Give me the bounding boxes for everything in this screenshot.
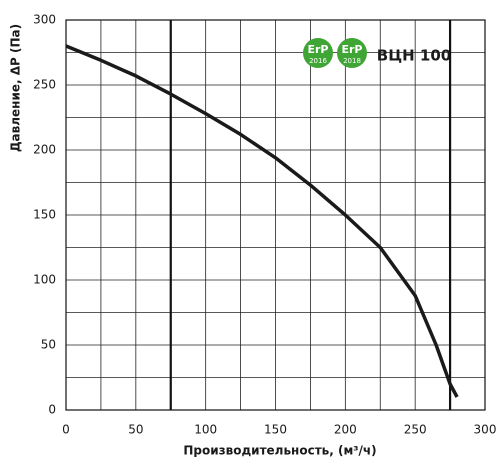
badge: [303, 38, 333, 68]
y-tick-label: 0: [48, 403, 56, 417]
badge-year: 2018: [343, 57, 361, 65]
badge-year: 2016: [309, 57, 327, 65]
x-tick-label: 100: [194, 423, 217, 437]
badge: [337, 38, 367, 68]
x-tick-label: 50: [128, 423, 143, 437]
x-tick-label: 250: [404, 423, 427, 437]
x-axis-label: Производительность, (м³/ч): [183, 444, 376, 458]
y-tick-label: 150: [33, 208, 56, 222]
y-axis-label: Давление, ΔP (Па): [9, 24, 23, 152]
x-tick-label: 0: [62, 423, 70, 437]
y-tick-label: 100: [33, 273, 56, 287]
plot-frame: [65, 19, 486, 411]
badge-label: ErP: [341, 43, 362, 56]
x-tick-label: 300: [474, 423, 497, 437]
curve: [65, 44, 459, 398]
chart-title: ВЦН 100: [377, 47, 451, 65]
x-tick-label: 200: [334, 423, 357, 437]
y-tick-label: 200: [33, 143, 56, 157]
x-tick-label: 150: [264, 423, 287, 437]
y-tick-label: 50: [41, 338, 56, 352]
y-tick-label: 300: [33, 13, 56, 27]
badge-label: ErP: [307, 43, 328, 56]
y-tick-label: 250: [33, 78, 56, 92]
